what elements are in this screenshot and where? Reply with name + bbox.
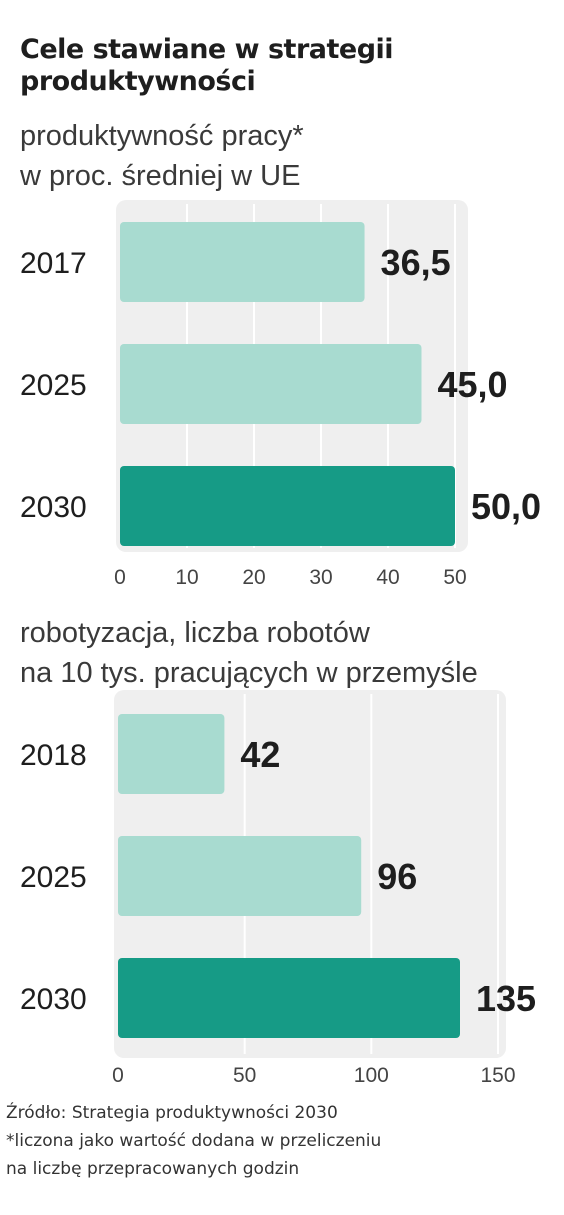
footnote-line-1: *liczona jako wartość dodana w przelicze…	[6, 1131, 382, 1151]
category-label: 2030	[20, 983, 87, 1016]
chart2-subtitle-line-1: robotyzacja, liczba robotów	[20, 617, 370, 649]
value-label: 42	[240, 734, 280, 775]
bar-2025	[118, 836, 362, 916]
category-label: 2018	[20, 739, 87, 772]
value-label: 135	[476, 978, 536, 1019]
value-label: 45,0	[438, 364, 508, 405]
chart1-subtitle-line-2: w proc. średniej w UE	[20, 160, 301, 192]
productivity-chart: 2017 36,5 2025 45,0 2030 50,0 0 10 20 30 40 50	[0, 200, 564, 600]
chart1-subtitle-line-1: produktywność pracy*	[20, 120, 304, 152]
tick-label: 0	[112, 1064, 124, 1087]
bar-2018	[118, 714, 225, 794]
value-label: 36,5	[381, 242, 451, 283]
title-line-2: produktywności	[20, 66, 256, 97]
category-label: 2030	[20, 491, 87, 524]
tick-label: 50	[233, 1064, 256, 1087]
tick-label: 0	[114, 566, 126, 589]
category-label: 2017	[20, 247, 87, 280]
robotization-chart: 2018 42 2025 96 2030 135 0 50 100 150	[0, 690, 564, 1090]
source-note: Źródło: Strategia produktywności 2030	[6, 1103, 338, 1123]
bar-2030	[118, 958, 460, 1038]
tick-label: 10	[175, 566, 198, 589]
footnote-line-2: na liczbę przepracowanych godzin	[6, 1159, 300, 1179]
robotization-chart-svg: 2018 42 2025 96 2030 135 0 50 100 150	[20, 690, 536, 1087]
title-line-1: Cele stawiane w strategii	[20, 34, 394, 65]
tick-label: 40	[376, 566, 399, 589]
chart2-subtitle-line-2: na 10 tys. pracujących w przemyśle	[20, 657, 478, 689]
value-label: 50,0	[471, 486, 541, 527]
tick-label: 50	[443, 566, 466, 589]
tick-label: 100	[354, 1064, 389, 1087]
tick-label: 150	[480, 1064, 515, 1087]
bar-2025	[120, 344, 422, 424]
chart-title: Cele stawiane w strategii produktywności	[20, 34, 550, 98]
chart1-subtitle: produktywność pracy* w proc. średniej w …	[20, 116, 560, 196]
bar-2017	[120, 222, 365, 302]
tick-label: 20	[242, 566, 265, 589]
bar-2030	[120, 466, 455, 546]
category-label: 2025	[20, 369, 87, 402]
chart2-subtitle: robotyzacja, liczba robotów na 10 tys. p…	[20, 613, 560, 693]
tick-label: 30	[309, 566, 332, 589]
category-label: 2025	[20, 861, 87, 894]
value-label: 96	[377, 856, 417, 897]
